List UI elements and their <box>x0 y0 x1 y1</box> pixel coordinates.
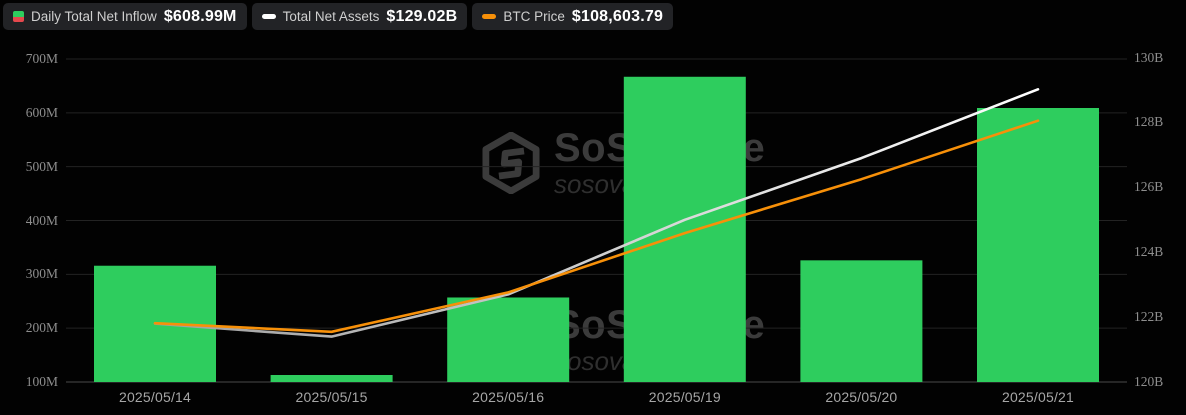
orange-dash-icon <box>482 14 497 19</box>
y-axis-label-left: 100M <box>25 374 58 389</box>
legend-item-total-net-assets[interactable]: Total Net Assets $129.02B <box>251 3 468 30</box>
x-axis-date-label: 2025/05/14 <box>118 389 192 405</box>
legend-item-daily-total-net-inflow[interactable]: Daily Total Net Inflow $608.99M <box>3 3 247 30</box>
y-axis-label-left: 200M <box>25 320 58 336</box>
y-axis-label-right: 130B <box>1134 49 1164 65</box>
y-axis-label-right: 128B <box>1134 114 1164 130</box>
x-axis-date-label: 2025/05/21 <box>1001 389 1075 405</box>
y-axis-label-left: 300M <box>25 266 58 282</box>
bar-daily-net-inflow[interactable] <box>270 375 393 382</box>
bar-daily-net-inflow[interactable] <box>623 76 746 382</box>
split-square-icon <box>13 11 24 22</box>
x-axis-date-label: 2025/05/20 <box>825 389 898 405</box>
y-axis-label-right: 124B <box>1134 244 1164 260</box>
btc-price-line[interactable] <box>153 119 1040 334</box>
y-axis-label-left: 400M <box>25 212 58 228</box>
bar-daily-net-inflow[interactable] <box>447 297 570 382</box>
y-axis-label-left: 500M <box>25 158 58 174</box>
legend-label: Daily Total Net Inflow <box>31 9 157 24</box>
legend-label: BTC Price <box>503 9 565 24</box>
bar-daily-net-inflow[interactable] <box>977 107 1099 382</box>
total-net-assets-line[interactable] <box>153 88 1040 338</box>
bar-daily-net-inflow[interactable] <box>800 260 923 382</box>
x-axis-date-label: 2025/05/15 <box>295 389 368 405</box>
inflow-positive-color <box>13 11 24 17</box>
white-dash-icon <box>261 14 276 19</box>
legend-item-btc-price[interactable]: BTC Price $108,603.79 <box>472 3 674 30</box>
y-axis-label-left: 600M <box>25 104 58 120</box>
sosovalue-logo-icon <box>482 132 540 194</box>
legend-value: $129.02B <box>386 7 458 25</box>
y-axis-label-left: 700M <box>25 51 58 66</box>
legend-label: Total Net Assets <box>282 9 380 24</box>
inflow-negative-color <box>13 16 24 22</box>
y-axis-label-right: 126B <box>1134 179 1164 195</box>
y-axis-label-right: 122B <box>1134 309 1164 325</box>
legend-value: $608.99M <box>163 7 237 25</box>
y-axis-label-right: 120B <box>1134 374 1164 389</box>
legend: Daily Total Net Inflow $608.99M Total Ne… <box>3 3 674 30</box>
legend-value: $108,603.79 <box>571 7 664 25</box>
x-axis-date-label: 2025/05/19 <box>648 389 721 405</box>
x-axis-date-label: 2025/05/16 <box>472 389 545 405</box>
